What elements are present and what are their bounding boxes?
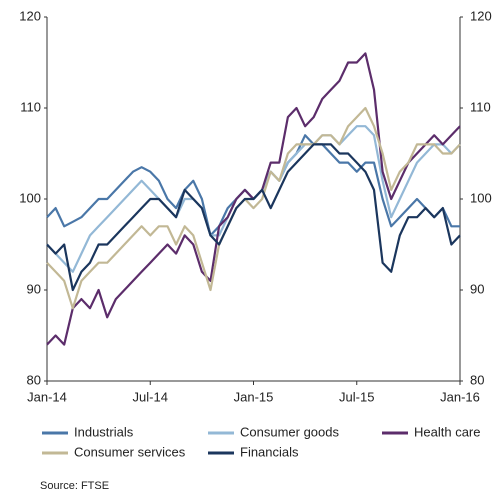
series-line [46, 143, 461, 292]
legend-label: Industrials [74, 424, 134, 439]
y-tick-label: 120 [19, 8, 41, 23]
x-tick-label: Jan-15 [234, 389, 274, 404]
y-tick-label: 80 [27, 372, 41, 387]
y-tick-label: 90 [27, 281, 41, 296]
y2-tick-label: 110 [470, 99, 491, 114]
series-line [46, 106, 461, 310]
y2-tick-label: 100 [470, 190, 492, 205]
legend-label: Consumer services [74, 444, 186, 459]
y2-tick-label: 90 [470, 281, 484, 296]
y-tick-label: 110 [20, 99, 41, 114]
x-tick-label: Jul-15 [339, 389, 374, 404]
legend-label: Health care [414, 424, 480, 439]
legend-label: Consumer goods [240, 424, 339, 439]
legend-label: Financials [240, 444, 299, 459]
y-tick-label: 100 [19, 190, 41, 205]
x-tick-label: Jan-16 [440, 389, 480, 404]
x-tick-label: Jan-14 [27, 389, 67, 404]
y2-tick-label: 80 [470, 372, 484, 387]
source: Source: FTSE [40, 480, 109, 492]
y2-tick-label: 120 [470, 8, 492, 23]
x-tick-label: Jul-14 [133, 389, 168, 404]
